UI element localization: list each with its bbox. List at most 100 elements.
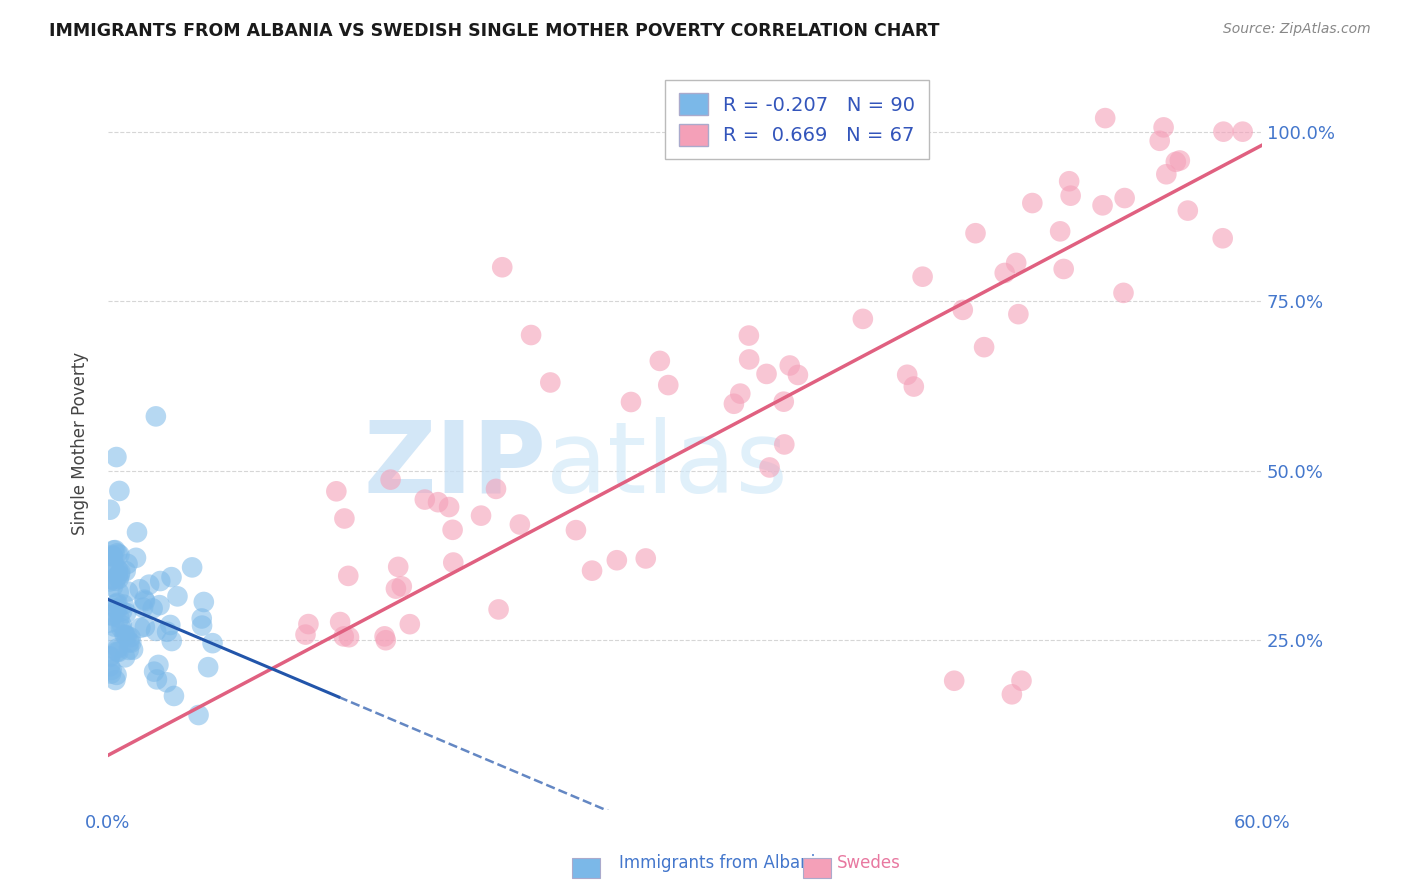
Point xyxy=(1212,231,1234,245)
Text: Source: ZipAtlas.com: Source: ZipAtlas.com xyxy=(1223,22,1371,37)
Point xyxy=(142,601,165,615)
Text: Swedes: Swedes xyxy=(837,855,900,872)
Point xyxy=(911,269,934,284)
Point xyxy=(101,580,124,594)
Point xyxy=(1053,262,1076,277)
Point xyxy=(606,553,628,567)
Point xyxy=(896,368,918,382)
Point xyxy=(1156,167,1178,181)
Point xyxy=(112,598,135,612)
Point xyxy=(197,660,219,674)
Point xyxy=(1112,285,1135,300)
Point xyxy=(1168,153,1191,168)
Point xyxy=(120,636,142,650)
Point xyxy=(538,376,561,390)
Point xyxy=(187,708,209,723)
Point xyxy=(128,582,150,597)
Point xyxy=(1232,125,1254,139)
Point xyxy=(1212,125,1234,139)
Point xyxy=(107,572,129,586)
Point xyxy=(125,525,148,540)
Point xyxy=(427,495,450,509)
Point xyxy=(191,618,214,632)
Point xyxy=(1001,687,1024,701)
Point xyxy=(114,627,136,641)
Point xyxy=(1005,256,1028,270)
Point xyxy=(1114,191,1136,205)
Point xyxy=(398,617,420,632)
Point xyxy=(111,604,134,618)
Point xyxy=(134,592,156,607)
Point xyxy=(485,482,508,496)
Point xyxy=(329,615,352,629)
Point xyxy=(413,492,436,507)
Point xyxy=(98,560,121,574)
Point xyxy=(98,659,121,673)
Point xyxy=(1405,125,1406,139)
Point xyxy=(101,609,124,624)
Point xyxy=(143,665,166,679)
Point xyxy=(441,556,464,570)
Point xyxy=(441,523,464,537)
Point xyxy=(134,620,156,634)
Point xyxy=(755,367,778,381)
Point xyxy=(118,635,141,649)
Point xyxy=(114,564,136,578)
Point xyxy=(108,611,131,625)
Point xyxy=(581,564,603,578)
Point xyxy=(1149,134,1171,148)
Point xyxy=(634,551,657,566)
Point xyxy=(108,567,131,582)
Point xyxy=(107,562,129,576)
Point xyxy=(1057,174,1080,188)
Point xyxy=(325,484,347,499)
Point xyxy=(374,633,396,648)
Point xyxy=(620,395,643,409)
Point xyxy=(994,266,1017,280)
Point xyxy=(107,645,129,659)
Point xyxy=(730,386,752,401)
Point xyxy=(110,565,132,579)
Point xyxy=(156,675,179,690)
Point xyxy=(160,570,183,584)
Point xyxy=(108,483,131,498)
Point xyxy=(1011,673,1033,688)
Point xyxy=(509,517,531,532)
Point xyxy=(1021,196,1043,211)
Legend: R = -0.207   N = 90, R =  0.669   N = 67: R = -0.207 N = 90, R = 0.669 N = 67 xyxy=(665,80,929,159)
Point xyxy=(148,657,170,672)
Point xyxy=(160,634,183,648)
Point xyxy=(103,557,125,571)
Point xyxy=(120,631,142,645)
Point xyxy=(333,511,356,525)
Point xyxy=(337,569,360,583)
Point xyxy=(374,629,396,643)
Point xyxy=(125,550,148,565)
Point xyxy=(122,642,145,657)
Text: ZIP: ZIP xyxy=(364,417,547,514)
Point xyxy=(98,502,121,516)
Point xyxy=(145,624,167,638)
Point xyxy=(166,590,188,604)
Point xyxy=(145,409,167,424)
Point xyxy=(107,568,129,582)
Point xyxy=(101,573,124,587)
Point xyxy=(773,437,796,451)
Point xyxy=(648,354,671,368)
Point xyxy=(193,595,215,609)
Point xyxy=(132,600,155,615)
Point xyxy=(520,328,543,343)
Point xyxy=(103,549,125,564)
Point xyxy=(100,549,122,564)
Point xyxy=(117,584,139,599)
Point xyxy=(488,602,510,616)
Point xyxy=(1153,120,1175,135)
Point xyxy=(105,603,128,617)
Point xyxy=(297,617,319,632)
Point xyxy=(190,611,212,625)
Point xyxy=(1007,307,1029,321)
Point xyxy=(104,574,127,588)
Point xyxy=(1177,203,1199,218)
Point xyxy=(723,397,745,411)
Point xyxy=(201,636,224,650)
